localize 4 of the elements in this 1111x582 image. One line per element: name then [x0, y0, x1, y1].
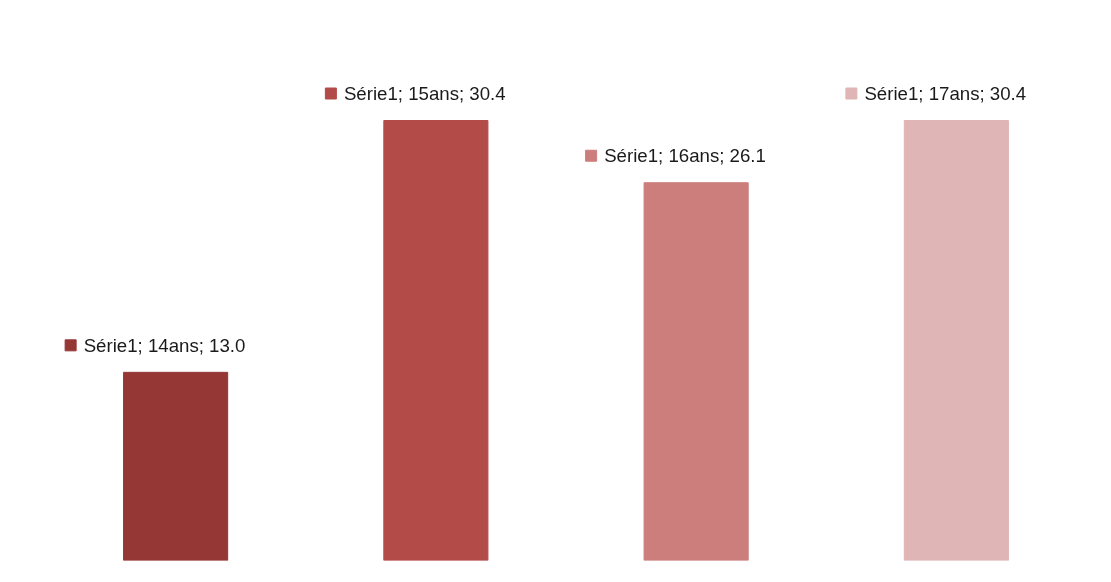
data-label: Série1; 16ans; 26.1: [604, 145, 766, 167]
data-label: Série1; 15ans; 30.4: [343, 83, 506, 104]
data-label: Série1; 14ans; 13.0: [83, 334, 246, 356]
data-label: Série1; 17ans; 30.4: [864, 83, 1027, 104]
